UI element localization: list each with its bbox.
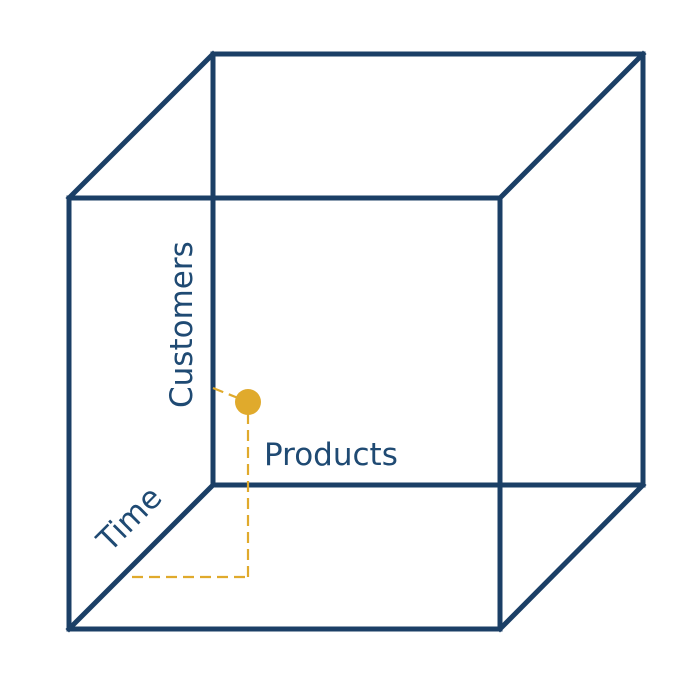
depth-edge-top-left [65, 50, 217, 202]
cube-depth-edges [65, 50, 647, 633]
depth-edge-top-right [496, 50, 647, 202]
data-point-marker [235, 389, 261, 415]
cube-front-face [66, 195, 503, 632]
axis-label-time: Time [89, 480, 169, 560]
guide-customers-axis [212, 386, 249, 404]
coordinate-guides [132, 386, 250, 579]
cube-back-face [210, 51, 646, 488]
depth-edge-bottom-right [496, 481, 647, 633]
depth-edge-bottom-left [65, 481, 217, 633]
axis-label-customers: Customers [164, 241, 200, 408]
axis-label-products: Products [264, 437, 398, 473]
